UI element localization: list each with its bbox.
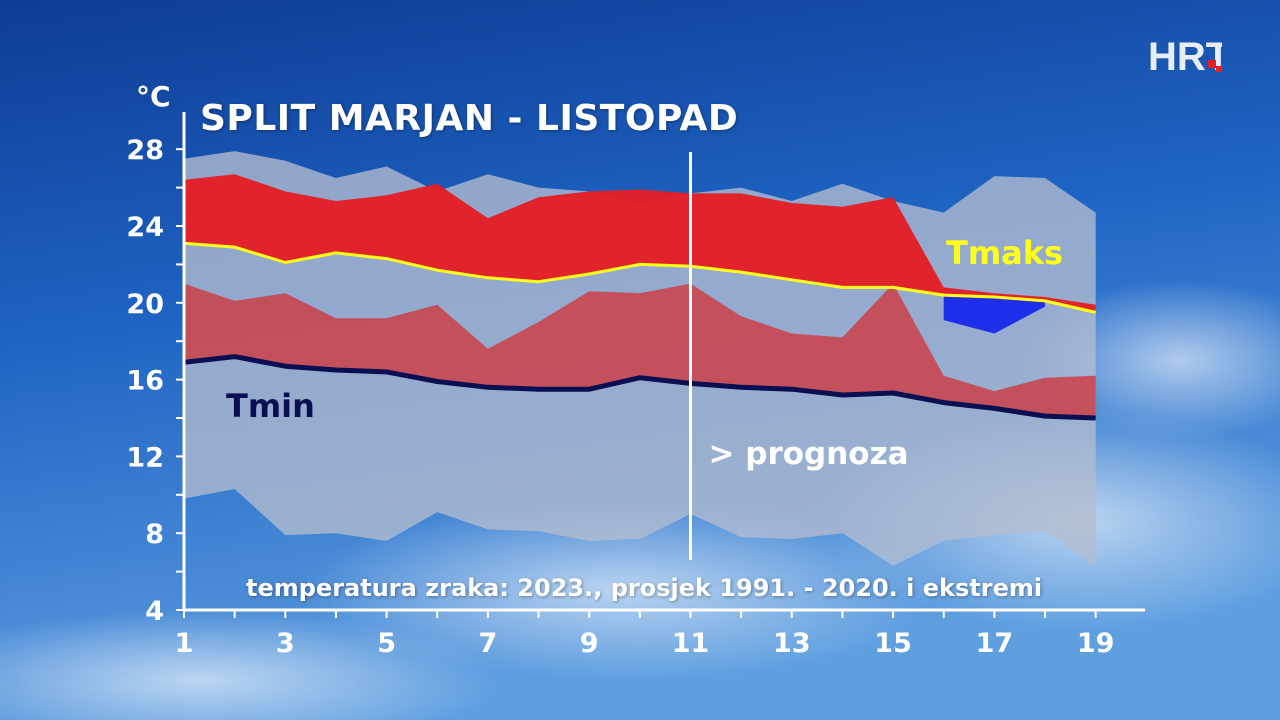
x-tick-label: 5 [377, 628, 396, 659]
band-below-avg-max [943, 295, 1045, 334]
hrt-logo-icon: HRT [1148, 36, 1222, 74]
y-tick-label: 8 [145, 519, 164, 550]
y-axis-unit: °C [136, 80, 171, 113]
x-tick-label: 19 [1077, 628, 1115, 659]
x-tick-label: 9 [580, 628, 599, 659]
y-tick-label: 4 [145, 596, 164, 627]
series-line-tmaks [183, 241, 1097, 314]
y-tick-label: 12 [126, 442, 164, 473]
band-tmax-2023 [184, 174, 1096, 313]
x-tick-label: 13 [773, 628, 811, 659]
y-tick-label: 20 [126, 289, 164, 320]
x-tick-label: 3 [276, 628, 295, 659]
y-tick-label: 24 [126, 212, 164, 243]
x-tick-label: 11 [672, 628, 710, 659]
y-tick-label: 28 [126, 135, 164, 166]
x-tick-label: 15 [874, 628, 912, 659]
series-label-tmin: Tmin [226, 387, 315, 425]
series-line-tmin [183, 354, 1096, 421]
y-tick-label: 16 [126, 366, 164, 397]
forecast-label: > prognoza [708, 436, 908, 472]
x-tick-label: 1 [175, 628, 194, 659]
band-tmin-2023 [184, 283, 1096, 418]
x-tick-label: 17 [976, 628, 1014, 659]
series-label-tmaks: Tmaks [946, 234, 1063, 272]
chart-title: SPLIT MARJAN - LISTOPAD [200, 98, 739, 139]
chart-caption: temperatura zraka: 2023., prosjek 1991. … [246, 574, 1043, 602]
x-tick-label: 7 [478, 628, 497, 659]
